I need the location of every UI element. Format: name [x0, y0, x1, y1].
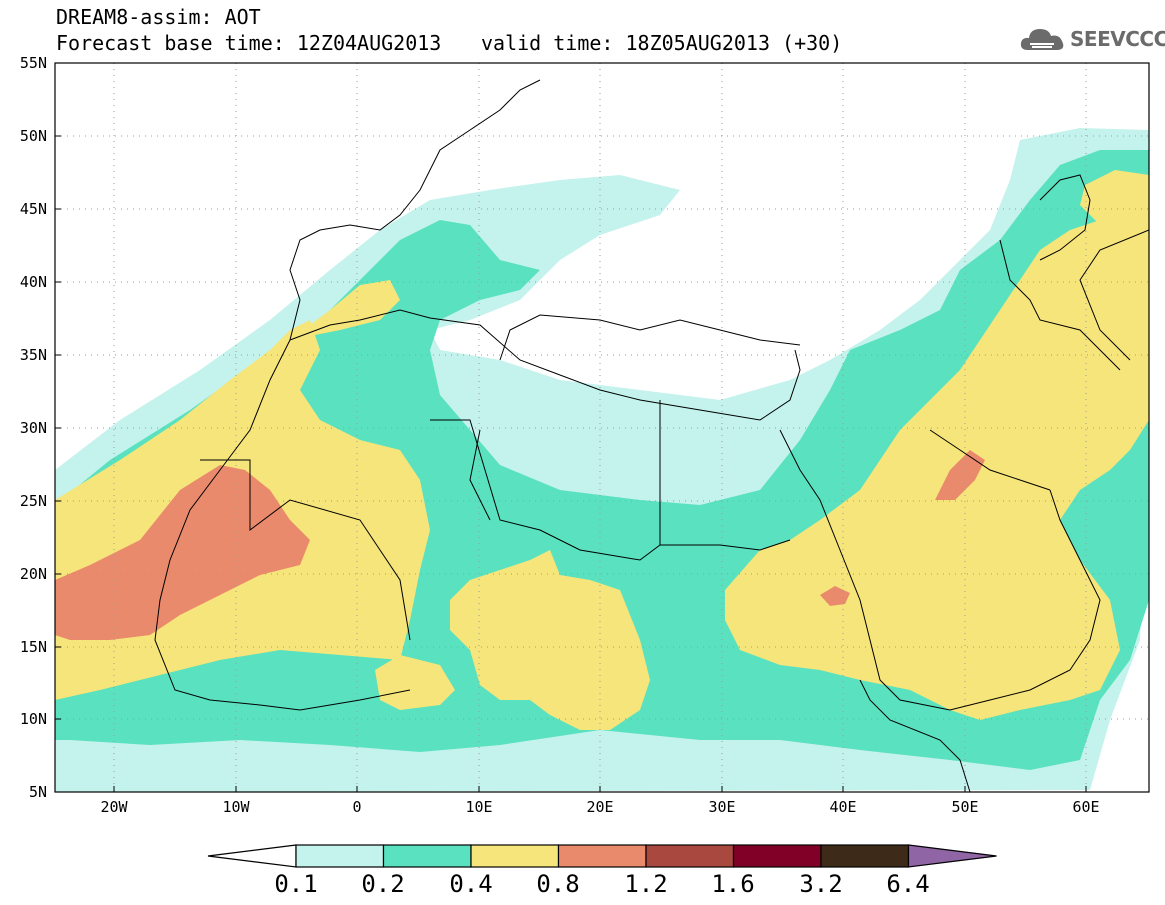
- title-line-2: Forecast base time: 12Z04AUG2013 valid ti…: [56, 31, 842, 55]
- lon-label: 60E: [1072, 798, 1099, 816]
- lon-label: 50E: [951, 798, 978, 816]
- lon-labels: 20W 10W 0 10E 20E 30E 40E 50E 60E: [100, 798, 1099, 816]
- lat-label: 50N: [20, 127, 47, 145]
- graticule: [55, 63, 1149, 792]
- aot-band-0.4-0.8-sahel: [375, 655, 455, 710]
- seevccc-logo: SEEVCCC: [1018, 22, 1165, 56]
- lat-label: 5N: [29, 783, 47, 801]
- base-time: Forecast base time: 12Z04AUG2013: [56, 31, 442, 55]
- coastlines: [154, 79, 1149, 792]
- tick-marks: [55, 62, 1087, 793]
- lon-label: 30E: [708, 798, 735, 816]
- aot-fields: [55, 128, 1149, 792]
- lon-label: 40E: [829, 798, 856, 816]
- colorbar-label: 0.1: [274, 870, 318, 898]
- colorbar-label: 0.8: [536, 870, 580, 898]
- cloud-icon: [1020, 29, 1064, 50]
- colorbar-arrow-low: [207, 844, 297, 868]
- colorbar-segment: [557, 844, 647, 868]
- lat-label: 35N: [20, 346, 47, 364]
- colorbar-label: 6.4: [886, 870, 930, 898]
- aot-band-0.8-1.2-gulf: [935, 450, 985, 500]
- lon-label: 20W: [100, 798, 128, 816]
- valid-time: valid time: 18Z05AUG2013 (+30): [481, 31, 843, 55]
- lat-label: 30N: [20, 419, 47, 437]
- colorbar-segment: [732, 844, 822, 868]
- lat-label: 55N: [20, 54, 47, 72]
- lon-label: 20E: [586, 798, 613, 816]
- colorbar-label: 1.6: [711, 870, 755, 898]
- lat-label: 25N: [20, 492, 47, 510]
- colorbar-label: 0.4: [449, 870, 493, 898]
- colorbar-segment: [295, 844, 385, 868]
- colorbar-label: 0.2: [361, 870, 405, 898]
- lon-label: 10E: [465, 798, 492, 816]
- lon-label: 10W: [222, 798, 250, 816]
- colorbar-arrow-high: [907, 844, 997, 868]
- lat-label: 40N: [20, 273, 47, 291]
- lat-labels: 55N 50N 45N 40N 35N 30N 25N 20N 15N 10N …: [20, 54, 47, 801]
- colorbar-segment: [820, 844, 910, 868]
- lat-label: 20N: [20, 565, 47, 583]
- colorbar-label: 3.2: [799, 870, 843, 898]
- colorbar-segment: [470, 844, 560, 868]
- colorbar-label: 1.2: [624, 870, 668, 898]
- title-line-1: DREAM8-assim: AOT: [56, 5, 261, 29]
- aot-band-0.4-0.8-caspian: [1080, 170, 1149, 225]
- aot-band-0.4-0.8-central: [450, 550, 650, 730]
- aot-band-0.4-0.8-north: [290, 280, 400, 340]
- colorbar: [207, 844, 997, 868]
- lat-label: 45N: [20, 200, 47, 218]
- lat-label: 15N: [20, 638, 47, 656]
- lon-label: 0: [352, 798, 361, 816]
- colorbar-segment: [645, 844, 735, 868]
- logo-text: SEEVCCC: [1070, 27, 1165, 51]
- colorbar-segment: [382, 844, 472, 868]
- lat-label: 10N: [20, 710, 47, 728]
- aot-band-0.8-1.2-west: [55, 465, 310, 640]
